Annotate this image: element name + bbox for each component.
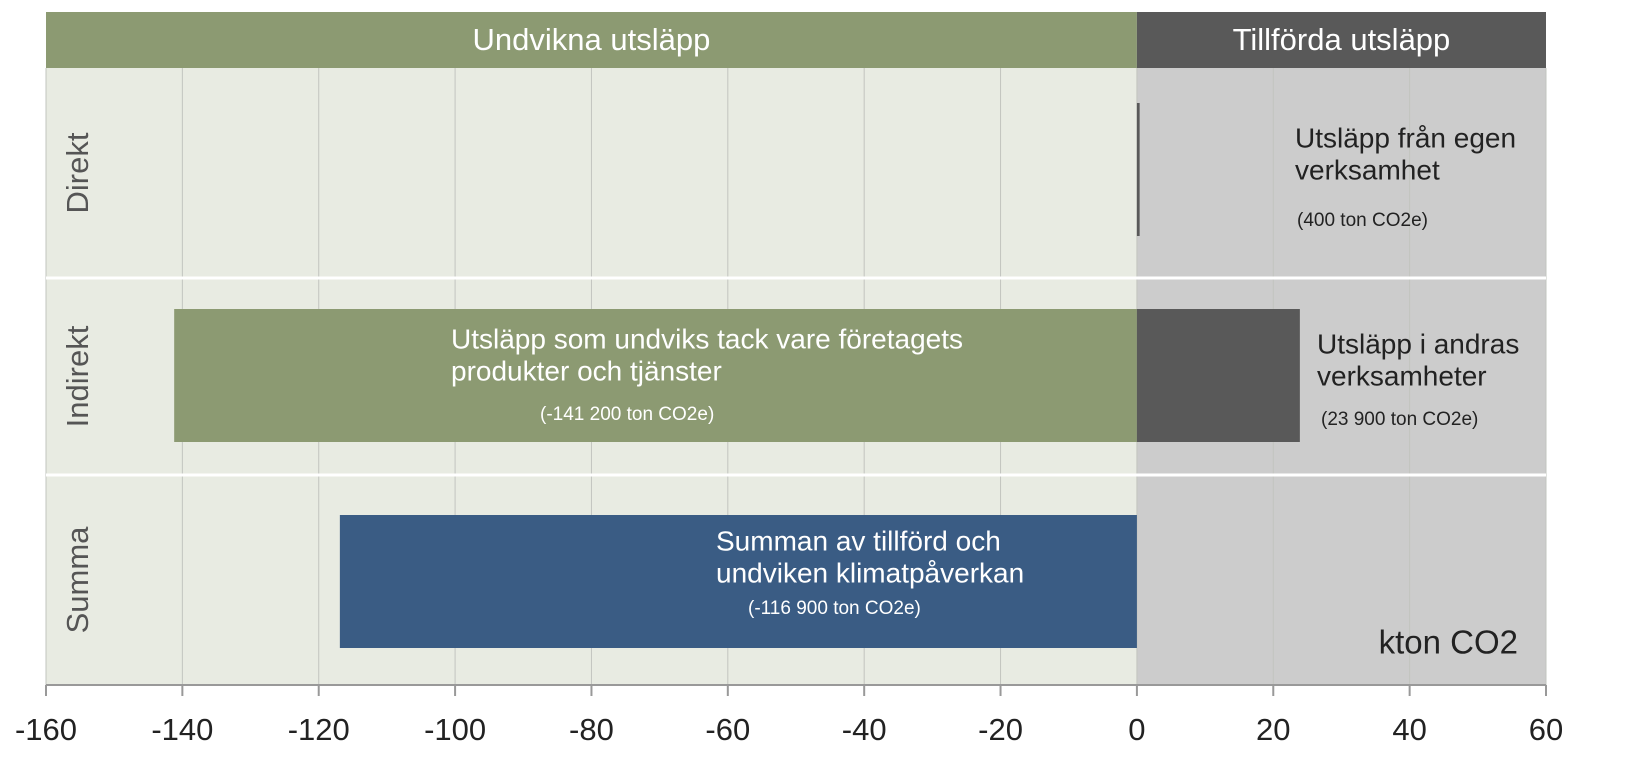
bar bbox=[1136, 103, 1140, 236]
value-label: (400 ton CO2e) bbox=[1297, 210, 1428, 231]
bar-text: verksamheter bbox=[1317, 360, 1487, 391]
bar bbox=[1136, 309, 1300, 442]
value-label: (-141 200 ton CO2e) bbox=[540, 404, 714, 425]
region-header bbox=[1136, 12, 1546, 68]
x-tick-label: 60 bbox=[1529, 712, 1563, 747]
unit-label: kton CO2 bbox=[1379, 624, 1518, 661]
bar-text: Summan av tillförd och bbox=[716, 525, 1001, 556]
x-tick-label: 40 bbox=[1392, 712, 1426, 747]
bar-text: Utsläpp från egen bbox=[1295, 122, 1516, 153]
x-tick-label: -100 bbox=[424, 712, 486, 747]
value-label: (23 900 ton CO2e) bbox=[1321, 409, 1478, 430]
category-label: Direkt bbox=[60, 132, 95, 213]
bar-text: Utsläpp i andras bbox=[1317, 328, 1519, 359]
x-tick-label: 20 bbox=[1256, 712, 1290, 747]
bar bbox=[339, 515, 1137, 648]
x-tick-label: -160 bbox=[15, 712, 77, 747]
bar-text: produkter och tjänster bbox=[451, 355, 722, 386]
x-tick-label: -120 bbox=[288, 712, 350, 747]
category-label: Indirekt bbox=[60, 325, 95, 427]
value-label: (-116 900 ton CO2e) bbox=[748, 598, 921, 619]
x-tick-label: -60 bbox=[705, 712, 750, 747]
x-tick-label: -40 bbox=[842, 712, 887, 747]
bar-text: undviken klimatpåverkan bbox=[716, 557, 1024, 588]
x-tick-label: -80 bbox=[569, 712, 614, 747]
x-tick-label: -140 bbox=[151, 712, 213, 747]
bar-text: Utsläpp som undviks tack vare företagets bbox=[451, 323, 963, 354]
region-header bbox=[46, 12, 1137, 68]
x-tick-label: -20 bbox=[978, 712, 1023, 747]
bar-text: verksamhet bbox=[1295, 154, 1440, 185]
region-label: Undvikna utsläpp bbox=[473, 22, 711, 57]
bar bbox=[174, 309, 1137, 442]
category-label: Summa bbox=[60, 526, 95, 634]
x-tick-label: 0 bbox=[1128, 712, 1145, 747]
region-label: Tillförda utsläpp bbox=[1233, 22, 1451, 57]
